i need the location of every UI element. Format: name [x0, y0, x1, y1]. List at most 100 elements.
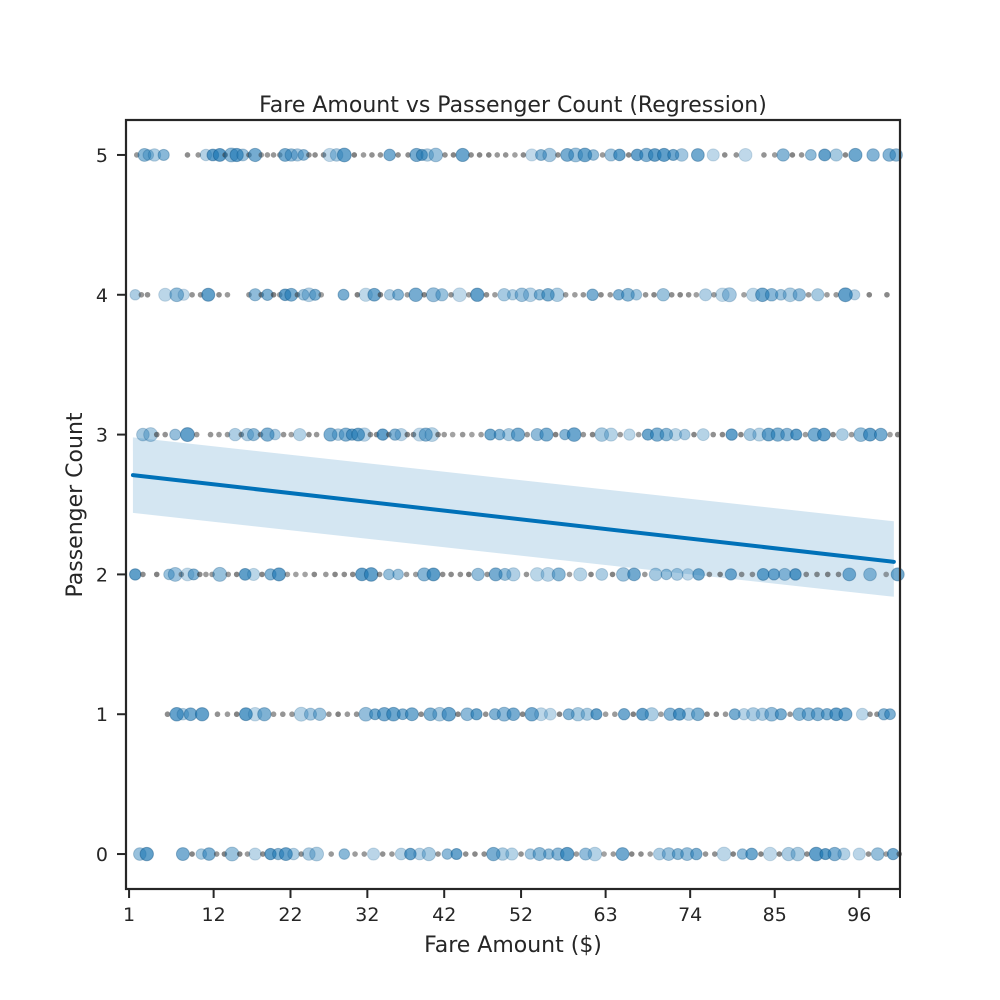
x-tick-label: 12	[202, 904, 226, 926]
data-point	[412, 571, 419, 578]
data-point	[180, 427, 195, 443]
data-point	[476, 152, 483, 158]
data-point	[483, 291, 490, 298]
data-point	[579, 847, 593, 861]
data-point	[782, 287, 798, 303]
data-point	[539, 427, 554, 442]
data-point	[630, 711, 637, 718]
data-point	[706, 571, 713, 578]
data-point	[883, 571, 889, 578]
data-point	[833, 291, 840, 298]
data-point	[363, 567, 379, 582]
data-point	[493, 428, 506, 441]
data-point	[280, 431, 287, 438]
data-point	[328, 851, 335, 857]
data-point	[617, 708, 631, 721]
data-point	[506, 289, 519, 301]
data-point	[244, 851, 251, 857]
data-point	[842, 567, 857, 582]
data-point	[678, 428, 691, 441]
data-point	[418, 427, 433, 442]
data-point	[442, 152, 448, 158]
data-point	[672, 707, 686, 721]
data-point	[651, 291, 657, 298]
data-point	[884, 708, 896, 721]
data-point	[224, 846, 240, 862]
data-point	[887, 431, 893, 438]
data-point	[441, 431, 448, 438]
data-point	[392, 288, 405, 301]
data-point	[306, 431, 312, 438]
data-point	[610, 851, 617, 857]
data-point	[659, 427, 674, 442]
data-point	[322, 147, 337, 163]
data-point	[482, 711, 489, 718]
x-tick-label: 32	[355, 904, 379, 926]
data-point	[814, 571, 820, 578]
data-point	[738, 147, 753, 162]
data-point	[288, 431, 295, 438]
data-point	[246, 291, 252, 298]
data-point	[352, 851, 358, 857]
data-point	[642, 571, 648, 578]
data-point	[804, 149, 817, 161]
data-point	[524, 431, 531, 438]
data-point	[730, 851, 737, 857]
data-point	[426, 567, 441, 582]
data-point	[830, 431, 836, 438]
data-point	[566, 427, 582, 442]
data-point	[284, 148, 298, 162]
data-point	[716, 846, 732, 862]
data-point	[326, 711, 332, 718]
data-point	[303, 707, 318, 721]
data-point	[367, 431, 374, 438]
data-point	[534, 707, 549, 722]
data-point	[670, 567, 684, 581]
data-point	[306, 152, 312, 158]
data-point	[311, 571, 318, 578]
x-axis-label: Fare Amount ($)	[424, 933, 602, 958]
data-point	[755, 707, 770, 721]
data-point	[586, 288, 599, 302]
data-point	[404, 431, 411, 438]
data-point	[450, 848, 463, 861]
data-point	[803, 571, 810, 578]
data-point	[758, 851, 764, 857]
data-point	[848, 431, 855, 438]
data-point	[725, 428, 738, 441]
data-point	[572, 291, 578, 298]
data-point	[383, 568, 395, 581]
data-point	[270, 152, 277, 158]
data-point	[297, 288, 310, 301]
data-point	[710, 431, 717, 438]
data-point	[542, 147, 557, 163]
data-point	[481, 851, 487, 857]
data-point	[595, 567, 609, 581]
data-point	[702, 851, 709, 857]
data-point	[338, 848, 351, 860]
data-point	[741, 291, 747, 298]
data-point	[360, 152, 367, 158]
data-point	[728, 708, 741, 721]
data-point	[570, 707, 586, 722]
data-point	[559, 846, 575, 862]
data-point	[260, 851, 266, 857]
data-point	[448, 291, 454, 298]
data-point	[435, 851, 441, 857]
y-tick-label: 3	[96, 425, 108, 447]
data-point	[289, 711, 295, 718]
data-point	[518, 851, 524, 857]
data-point	[389, 851, 395, 857]
data-point	[842, 152, 849, 158]
data-point	[269, 428, 281, 441]
data-point	[602, 711, 609, 718]
data-point	[133, 152, 140, 158]
data-point	[224, 711, 231, 718]
data-point	[448, 571, 454, 578]
data-point	[690, 148, 705, 162]
data-point	[248, 147, 263, 163]
y-tick-label: 5	[96, 145, 108, 167]
data-point	[789, 152, 796, 158]
data-point	[601, 851, 607, 857]
data-point	[270, 711, 277, 718]
